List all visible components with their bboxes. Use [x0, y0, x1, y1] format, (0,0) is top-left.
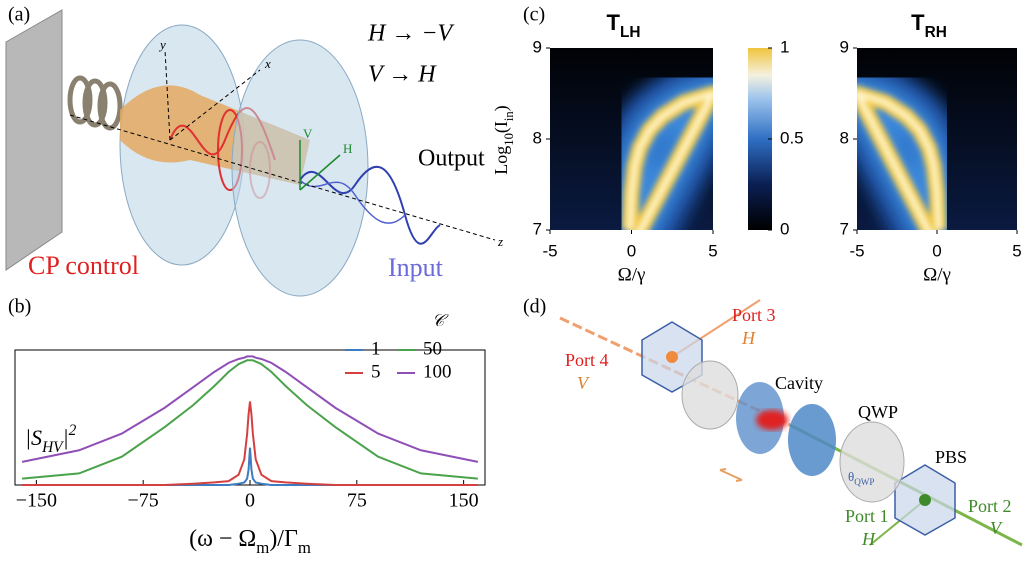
- y-axis-label-part: 2: [69, 422, 77, 439]
- polarization: H: [741, 328, 756, 348]
- port-label: Port 4: [565, 350, 609, 370]
- chart-title-part: T: [607, 10, 621, 35]
- component-label: QWP: [858, 402, 898, 422]
- output-label: Output: [418, 146, 485, 172]
- y-tick-label: 8: [840, 128, 849, 147]
- colorbar-tick-label: 0: [780, 219, 789, 238]
- x-axis-label: Ω/γ: [618, 264, 646, 285]
- axis-name: z: [497, 234, 503, 249]
- y-tick-label: 9: [533, 37, 542, 56]
- x-axis-label-part: m: [298, 538, 311, 557]
- input-label: Input: [388, 253, 444, 282]
- y-axis-label-part: in: [502, 111, 516, 121]
- y-tick-label: 9: [840, 37, 849, 56]
- ridge: [857, 90, 942, 230]
- mapping: H → −V: [367, 21, 455, 47]
- axis-name: x: [264, 56, 271, 71]
- axis-name: H: [343, 141, 352, 156]
- port-label: Port 1: [845, 506, 889, 526]
- x-tick-label: 75: [347, 490, 367, 512]
- x-tick-label: −150: [16, 490, 57, 512]
- axis-name: y: [158, 37, 166, 52]
- x-axis-label-part: (ω − Ω: [189, 526, 256, 552]
- plot-frame: [14, 349, 486, 486]
- y-axis-label-part: 10: [502, 133, 516, 146]
- panel-d-illustration: [559, 299, 1023, 547]
- colorbar-tick-label: 0.5: [780, 128, 804, 147]
- x-axis-label-part: )/Γ: [269, 526, 298, 552]
- series-line: [21, 355, 479, 463]
- panel-label: (a): [8, 4, 30, 26]
- colorbar-tick-label: 1: [780, 37, 789, 56]
- legend-label: 1: [371, 338, 381, 359]
- x-axis-label: (ω − Ωm)/Γm: [189, 526, 311, 558]
- polarization: H: [861, 529, 876, 549]
- chart-title-part: T: [911, 10, 925, 35]
- series-line: [22, 447, 478, 486]
- y-axis-label-part: Log: [491, 146, 511, 175]
- series-line: [22, 359, 478, 480]
- chart-title: TRH: [911, 10, 947, 41]
- x-tick-label: 0: [932, 241, 941, 260]
- panel-label: (d): [523, 296, 546, 318]
- y-axis-label-part: HV: [41, 439, 64, 456]
- x-tick-label: 5: [708, 241, 717, 260]
- legend-label: 50: [423, 338, 442, 359]
- control-label: CP control: [28, 251, 139, 280]
- port-label: Port 2: [968, 496, 1012, 516]
- x-tick-label: -5: [542, 241, 557, 260]
- panel-label: (b): [8, 296, 31, 318]
- port-label: Port 3: [732, 305, 776, 325]
- mapping: V → H: [368, 62, 437, 88]
- ridge: [626, 90, 713, 230]
- component-label: Cavity: [775, 373, 823, 393]
- chart-title-part: RH: [925, 24, 947, 41]
- panel-a-illustration: [5, 9, 496, 297]
- legend-title: 𝒞: [432, 311, 449, 330]
- heatmap-field: [594, 58, 713, 230]
- y-tick-label: 7: [533, 219, 542, 238]
- x-tick-label: 0: [627, 241, 636, 260]
- angle-label: θQWP: [848, 469, 874, 487]
- legend-label: 100: [423, 361, 452, 382]
- y-tick-label: 8: [533, 128, 542, 147]
- angle-label-part: θ: [848, 469, 854, 484]
- axis-name: V: [303, 126, 313, 141]
- polarization: V: [990, 518, 1003, 538]
- component-label: PBS: [935, 447, 967, 467]
- y-axis-label-part: ): [491, 105, 512, 111]
- chart-title: TLH: [607, 10, 641, 41]
- y-axis-label-part: (I: [491, 121, 512, 133]
- y-axis-label-part: |S: [25, 425, 42, 450]
- x-tick-label: 5: [1012, 241, 1021, 260]
- panel-label: (c): [523, 4, 545, 26]
- y-axis-label-part: |: [63, 425, 69, 450]
- y-axis-label: Log10(Iin): [491, 105, 516, 174]
- y-tick-label: 7: [840, 219, 849, 238]
- x-tick-label: -5: [849, 241, 864, 260]
- x-axis-label-part: m: [256, 538, 269, 557]
- angle-label-part: QWP: [854, 477, 874, 487]
- heatmap-field: [857, 58, 974, 230]
- series-line: [22, 401, 478, 486]
- x-tick-label: 0: [245, 490, 255, 512]
- polarization: V: [577, 373, 590, 393]
- chart-title-part: LH: [620, 24, 641, 41]
- y-axis-label: |SHV|2: [25, 422, 77, 456]
- x-tick-label: 150: [449, 490, 479, 512]
- x-axis-label: Ω/γ: [923, 264, 951, 285]
- legend-label: 5: [371, 361, 381, 382]
- x-tick-label: −75: [128, 490, 159, 512]
